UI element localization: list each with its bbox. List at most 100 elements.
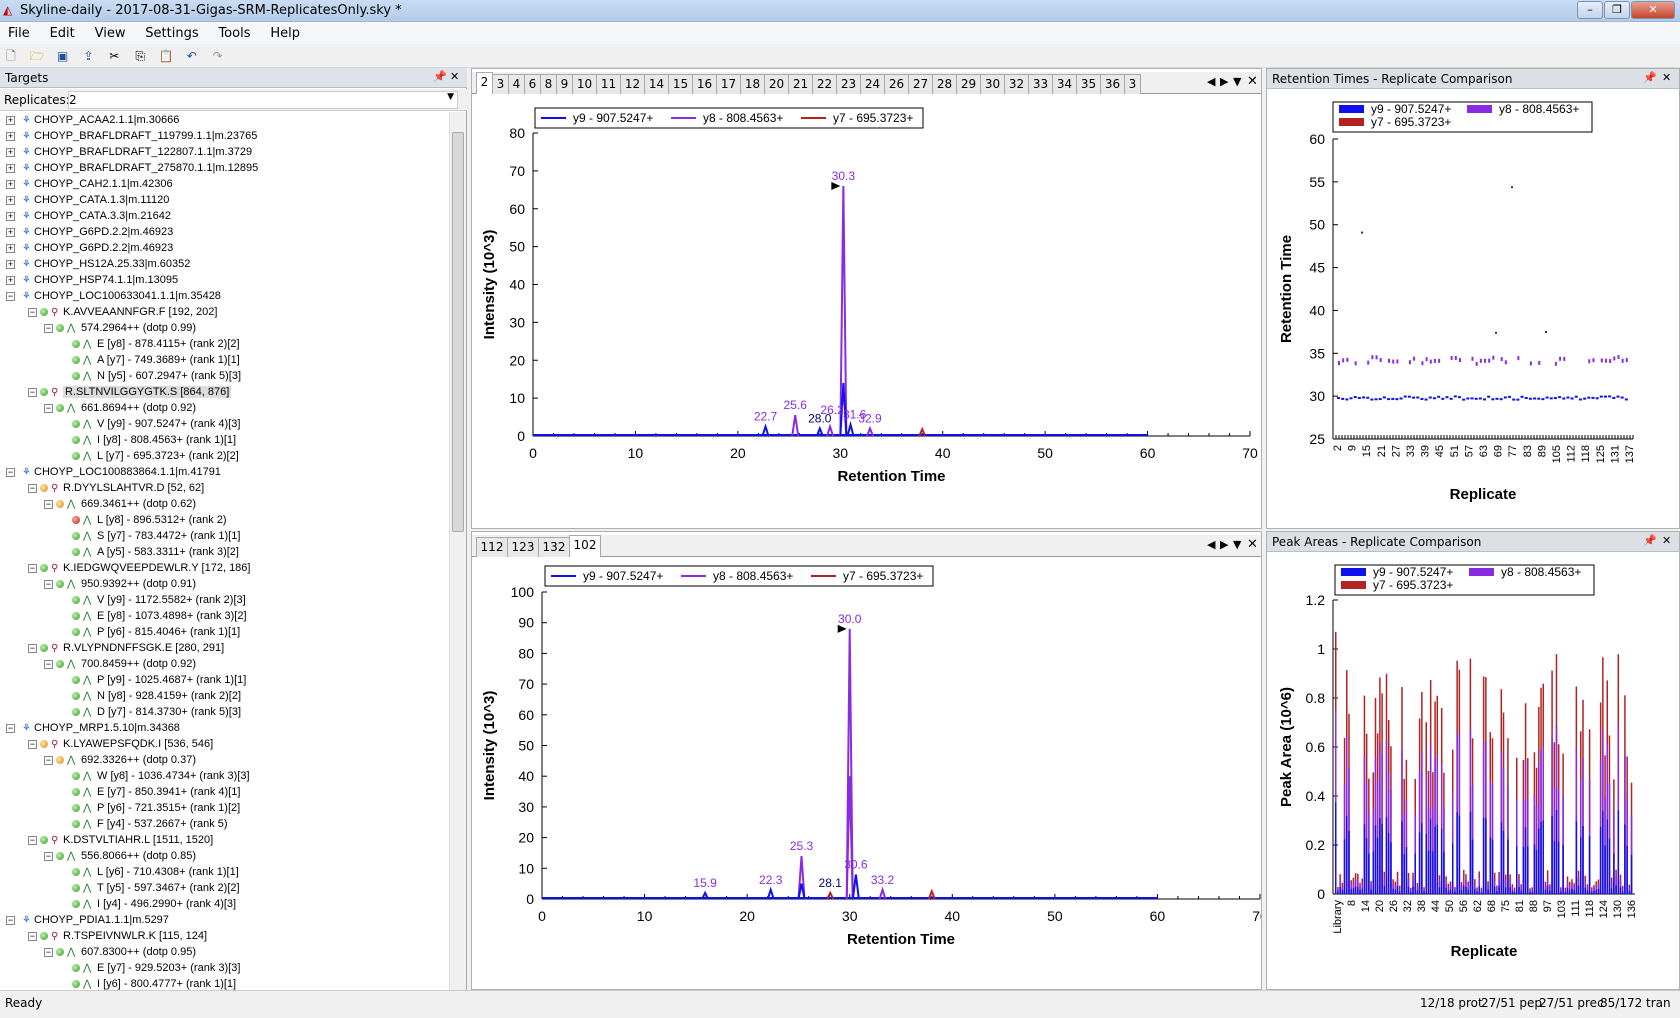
tab-replicate[interactable]: 11 — [596, 74, 621, 94]
tab-replicate[interactable]: 32 — [1004, 74, 1029, 94]
collapse-icon[interactable]: − — [28, 643, 37, 653]
collapse-icon[interactable]: − — [44, 947, 53, 957]
tree-row[interactable]: − ⚲ K.LYAWEPSFQDK.I [536, 546] — [0, 736, 448, 752]
tab-replicate[interactable]: 30 — [980, 74, 1005, 94]
tree-row[interactable]: − ⚘ CHOYP_PDIA1.1.1|m.5297 — [0, 912, 448, 928]
tab-replicate[interactable]: 29 — [956, 74, 981, 94]
tab-replicate[interactable]: 3 — [1124, 74, 1141, 94]
tree-row[interactable]: − ⋀ 669.3461++ (dotp 0.62) — [0, 496, 448, 512]
tree-row[interactable]: + ⚘ CHOYP_G6PD.2.2|m.46923 — [0, 240, 448, 256]
tree-row[interactable]: ⋀ N [y8] - 928.4159+ (rank 2)[2] — [0, 688, 448, 704]
tree-row[interactable]: − ⋀ 950.9392++ (dotp 0.91) — [0, 576, 448, 592]
tab-replicate[interactable]: 20 — [764, 74, 789, 94]
expand-icon[interactable]: + — [6, 115, 15, 125]
tree-row[interactable]: + ⚘ CHOYP_BRAFLDRAFT_275870.1.1|m.12895 — [0, 160, 448, 176]
close-icon[interactable]: ✕ — [1662, 534, 1672, 547]
scrollbar-thumb[interactable] — [452, 132, 464, 532]
tree-row[interactable]: ⋀ W [y8] - 1036.4734+ (rank 3)[3] — [0, 768, 448, 784]
tree-row[interactable]: − ⚘ CHOYP_LOC100883864.1.1|m.41791 — [0, 464, 448, 480]
tab-replicate[interactable]: 26 — [884, 74, 909, 94]
tree-row[interactable]: ⋀ L [y7] - 695.3723+ (rank 2)[2] — [0, 448, 448, 464]
collapse-icon[interactable]: − — [44, 403, 53, 413]
collapse-icon[interactable]: − — [28, 931, 37, 941]
collapse-icon[interactable]: − — [28, 739, 37, 749]
menu-help[interactable]: Help — [270, 26, 300, 41]
tab-replicate[interactable]: 27 — [908, 74, 933, 94]
expand-icon[interactable]: + — [6, 259, 15, 269]
tree-row[interactable]: ⋀ T [y5] - 597.3467+ (rank 2)[2] — [0, 880, 448, 896]
menu-file[interactable]: File — [8, 26, 30, 41]
tree-row[interactable]: − ⚲ K.DSTVLTIAHR.L [1511, 1520] — [0, 832, 448, 848]
tab-replicate[interactable]: 3 — [492, 74, 509, 94]
tree-row[interactable]: + ⚘ CHOYP_ACAA2.1.1|m.30666 — [0, 112, 448, 128]
tree-row[interactable]: − ⋀ 692.3326++ (dotp 0.37) — [0, 752, 448, 768]
tree-row[interactable]: ⋀ V [y9] - 1172.5582+ (rank 2)[3] — [0, 592, 448, 608]
tree-row[interactable]: + ⚘ CHOYP_CATA.1.3|m.11120 — [0, 192, 448, 208]
minimize-button[interactable]: – — [1577, 1, 1603, 19]
open-folder-icon[interactable]: 🗁 — [29, 49, 45, 63]
tab-replicate[interactable]: 23 — [836, 74, 861, 94]
tab-replicate[interactable]: 24 — [860, 74, 885, 94]
collapse-icon[interactable]: − — [44, 499, 53, 509]
tab-replicate[interactable]: 112 — [476, 537, 508, 557]
tab-scroll-right-icon[interactable]: ▶ — [1220, 538, 1229, 551]
tab-replicate[interactable]: 2 — [476, 72, 493, 94]
tree-row[interactable]: ⋀ E [y8] - 1073.4898+ (rank 3)[2] — [0, 608, 448, 624]
tree-row[interactable]: − ⚲ K.IEDGWQVEEPDEWLR.Y [172, 186] — [0, 560, 448, 576]
tree-row[interactable]: ⋀ P [y6] - 721.3515+ (rank 1)[2] — [0, 800, 448, 816]
collapse-icon[interactable]: − — [6, 915, 15, 925]
tree-row[interactable]: ⋀ N [y5] - 607.2947+ (rank 5)[3] — [0, 368, 448, 384]
retention-times-chart[interactable]: y9 - 907.5247+ y8 - 808.4563+ y7 - 695.372… — [1267, 91, 1679, 528]
collapse-icon[interactable]: − — [44, 579, 53, 589]
tree-row[interactable]: − ⚲ R.SLTNVILGGYGTK.S [864, 876] — [0, 384, 448, 400]
tab-replicate[interactable]: 22 — [812, 74, 837, 94]
close-icon[interactable]: ✕ — [450, 70, 460, 83]
collapse-icon[interactable]: − — [44, 659, 53, 669]
collapse-icon[interactable]: − — [28, 387, 37, 397]
tab-replicate[interactable]: 6 — [524, 74, 541, 94]
tree-row[interactable]: − ⚲ R.DYYLSLAHTVR.D [52, 62] — [0, 480, 448, 496]
tree-row[interactable]: − ⋀ 574.2964++ (dotp 0.99) — [0, 320, 448, 336]
tree-row[interactable]: + ⚘ CHOYP_BRAFLDRAFT_122807.1.1|m.3729 — [0, 144, 448, 160]
tree-row[interactable]: ⋀ P [y6] - 815.4046+ (rank 1)[1] — [0, 624, 448, 640]
collapse-icon[interactable]: − — [28, 483, 37, 493]
tree-row[interactable]: ⋀ F [y4] - 537.2667+ (rank 5) — [0, 816, 448, 832]
collapse-icon[interactable]: − — [6, 291, 15, 301]
tree-row[interactable]: − ⋀ 556.8066++ (dotp 0.85) — [0, 848, 448, 864]
tab-replicate[interactable]: 15 — [668, 74, 693, 94]
tab-replicate[interactable]: 14 — [644, 74, 669, 94]
tree-row[interactable]: ⋀ A [y5] - 583.3311+ (rank 3)[2] — [0, 544, 448, 560]
redo-icon[interactable]: ↷ — [212, 49, 223, 63]
tab-scroll-right-icon[interactable]: ▶ — [1220, 75, 1229, 88]
tree-row[interactable]: ⋀ I [y8] - 808.4563+ (rank 1)[1] — [0, 432, 448, 448]
tab-replicate[interactable]: 4 — [508, 74, 525, 94]
tab-replicate[interactable]: 8 — [540, 74, 557, 94]
replicates-select[interactable]: 2 ▼ — [68, 91, 458, 109]
expand-icon[interactable]: + — [6, 179, 15, 189]
tree-row[interactable]: ⋀ E [y7] - 850.3941+ (rank 4)[1] — [0, 784, 448, 800]
tree-row[interactable]: + ⚘ CHOYP_HS12A.25.33|m.60352 — [0, 256, 448, 272]
close-icon[interactable]: ✕ — [1662, 71, 1672, 84]
menu-edit[interactable]: Edit — [49, 26, 75, 41]
publish-icon[interactable]: ⇪ — [83, 49, 94, 63]
menu-settings[interactable]: Settings — [145, 26, 199, 41]
tree-row[interactable]: + ⚘ CHOYP_CAH2.1.1|m.42306 — [0, 176, 448, 192]
tree-scrollbar[interactable] — [449, 112, 466, 990]
tab-list-icon[interactable]: ▼ — [1233, 538, 1242, 551]
tree-row[interactable]: − ⋀ 661.8694++ (dotp 0.92) — [0, 400, 448, 416]
expand-icon[interactable]: + — [6, 195, 15, 205]
tab-scroll-left-icon[interactable]: ◀ — [1207, 538, 1216, 551]
tree-row[interactable]: ⋀ L [y6] - 710.4308+ (rank 1)[1] — [0, 864, 448, 880]
tab-replicate[interactable]: 21 — [788, 74, 813, 94]
tree-row[interactable]: ⋀ V [y9] - 907.5247+ (rank 4)[3] — [0, 416, 448, 432]
expand-icon[interactable]: + — [6, 147, 15, 157]
collapse-icon[interactable]: − — [28, 835, 37, 845]
save-icon[interactable]: ▣ — [56, 49, 69, 63]
collapse-icon[interactable]: − — [44, 323, 53, 333]
tab-replicate[interactable]: 35 — [1076, 74, 1101, 94]
expand-icon[interactable]: + — [6, 163, 15, 173]
tree-row[interactable]: − ⋀ 607.8300++ (dotp 0.95) — [0, 944, 448, 960]
tree-row[interactable]: ⋀ A [y7] - 749.3689+ (rank 1)[1] — [0, 352, 448, 368]
tab-replicate[interactable]: 9 — [556, 74, 573, 94]
cut-icon[interactable]: ✂ — [109, 49, 120, 63]
